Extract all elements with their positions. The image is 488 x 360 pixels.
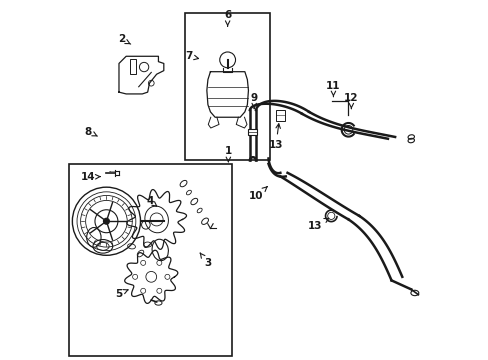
Polygon shape bbox=[119, 56, 163, 94]
Bar bbox=[129, 59, 136, 74]
Text: 13: 13 bbox=[307, 218, 328, 231]
Text: 12: 12 bbox=[344, 93, 358, 108]
Bar bbox=[69, 164, 231, 356]
Bar bbox=[276, 110, 284, 121]
Bar bbox=[185, 13, 269, 160]
Text: 11: 11 bbox=[325, 81, 340, 96]
Text: 4: 4 bbox=[146, 196, 157, 206]
Text: 13: 13 bbox=[268, 124, 283, 149]
Bar bbox=[248, 129, 257, 135]
Text: 6: 6 bbox=[224, 10, 231, 26]
Text: 1: 1 bbox=[224, 146, 231, 162]
Polygon shape bbox=[206, 72, 248, 117]
Text: 14: 14 bbox=[80, 172, 101, 182]
Text: 10: 10 bbox=[248, 187, 266, 202]
Text: 8: 8 bbox=[84, 127, 97, 136]
Text: 2: 2 bbox=[118, 35, 130, 44]
Text: 3: 3 bbox=[200, 253, 211, 268]
Text: 9: 9 bbox=[250, 93, 257, 108]
Text: 7: 7 bbox=[185, 51, 198, 61]
Circle shape bbox=[103, 219, 109, 224]
Text: 5: 5 bbox=[115, 289, 128, 299]
